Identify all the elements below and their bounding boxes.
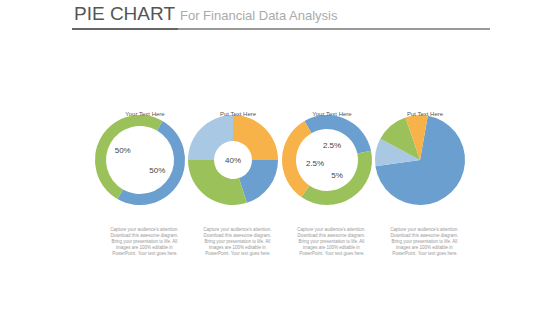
svg-text:5%: 5%: [331, 171, 343, 180]
svg-text:PowerPoint. Your text goes her: PowerPoint. Your text goes here.: [112, 251, 178, 256]
svg-text:Capture your audience's attent: Capture your audience's attention.: [390, 227, 460, 232]
svg-text:For Financial Data Analysis: For Financial Data Analysis: [180, 8, 338, 23]
svg-text:PowerPoint. Your text goes her: PowerPoint. Your text goes here.: [205, 251, 271, 256]
svg-text:Download this awesome diagram.: Download this awesome diagram.: [391, 233, 460, 238]
svg-text:40%: 40%: [225, 156, 241, 165]
svg-text:Download this awesome diagram.: Download this awesome diagram.: [298, 233, 367, 238]
svg-text:Capture your audience's attent: Capture your audience's attention.: [110, 227, 180, 232]
svg-text:Download this awesome diagram.: Download this awesome diagram.: [111, 233, 180, 238]
svg-text:Your Text Here: Your Text Here: [312, 111, 352, 117]
svg-text:PIE CHART: PIE CHART: [74, 3, 175, 24]
svg-text:Bring your presentation to lif: Bring your presentation to life. All: [111, 239, 178, 244]
svg-text:images are 100% editable in: images are 100% editable in: [116, 245, 174, 250]
svg-text:Capture your audience's attent: Capture your audience's attention.: [297, 227, 367, 232]
svg-text:50%: 50%: [149, 166, 165, 175]
svg-text:Capture your audience's attent: Capture your audience's attention.: [203, 227, 273, 232]
svg-text:PowerPoint. Your text goes her: PowerPoint. Your text goes here.: [392, 251, 458, 256]
svg-text:PowerPoint. Your text goes her: PowerPoint. Your text goes here.: [299, 251, 365, 256]
svg-text:Bring your presentation to lif: Bring your presentation to life. All: [298, 239, 365, 244]
svg-text:Put Text Here: Put Text Here: [407, 111, 444, 117]
svg-text:images are 100% editable in: images are 100% editable in: [303, 245, 361, 250]
svg-text:images are 100% editable in: images are 100% editable in: [209, 245, 267, 250]
svg-text:images are 100% editable in: images are 100% editable in: [396, 245, 454, 250]
svg-text:Bring your presentation to lif: Bring your presentation to life. All: [391, 239, 458, 244]
svg-text:Download this awesome diagram.: Download this awesome diagram.: [204, 233, 273, 238]
svg-text:50%: 50%: [115, 146, 131, 155]
svg-text:Put Text Here: Put Text Here: [220, 111, 257, 117]
svg-text:2.5%: 2.5%: [323, 141, 341, 150]
svg-text:Your Text Here: Your Text Here: [125, 111, 165, 117]
svg-text:2.5%: 2.5%: [306, 159, 324, 168]
svg-text:Bring your presentation to lif: Bring your presentation to life. All: [204, 239, 271, 244]
